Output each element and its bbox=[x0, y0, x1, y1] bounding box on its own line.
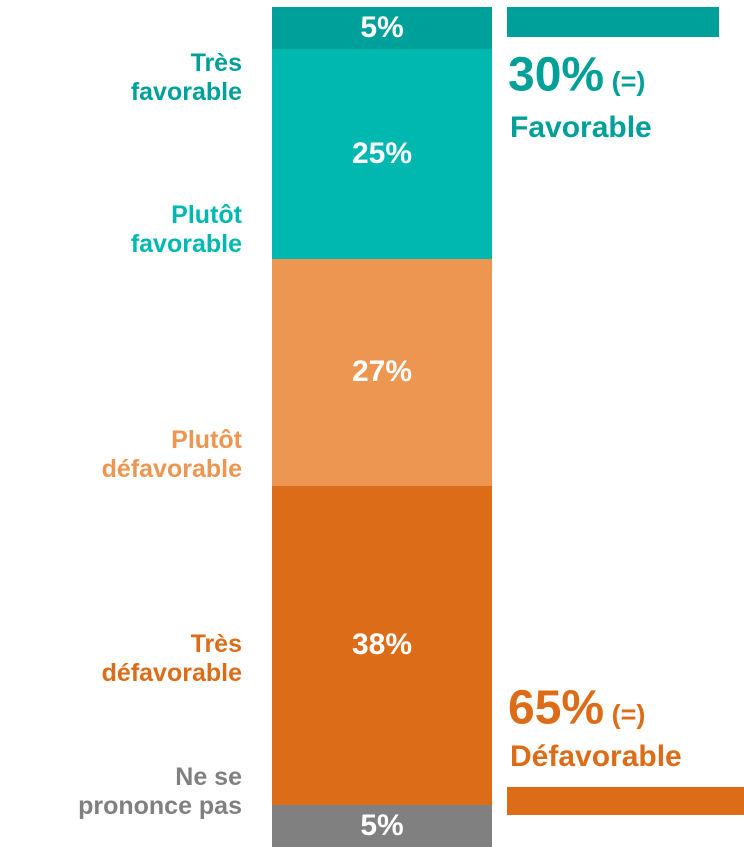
bar-segment bbox=[272, 259, 492, 486]
annotation-value: 30% bbox=[508, 48, 605, 102]
value-label: 27% bbox=[351, 355, 413, 389]
value-label: 5% bbox=[360, 11, 404, 44]
bar-segment bbox=[272, 7, 492, 49]
value-label: 25% bbox=[351, 137, 413, 170]
annotation-total: 30% (=) bbox=[508, 48, 645, 103]
value-label: 5% bbox=[360, 809, 404, 842]
bar-segment bbox=[272, 49, 492, 259]
segment-label: Très défavorable bbox=[101, 630, 242, 688]
segment-label: Ne se prononce pas bbox=[78, 763, 242, 820]
segment-label: Très favorable bbox=[130, 49, 242, 106]
annotation-label: Favorable bbox=[510, 111, 652, 144]
segment-label: Plutôt favorable bbox=[130, 201, 242, 258]
annotation-value: 65% bbox=[508, 681, 605, 735]
bar-segment bbox=[272, 805, 492, 847]
annotation-total: 65% (=) bbox=[508, 681, 645, 736]
bar-segment bbox=[272, 485, 492, 805]
annotation-note: (=) bbox=[604, 699, 646, 730]
annotation-label: Défavorable bbox=[510, 740, 682, 773]
annotation-note: (=) bbox=[604, 66, 646, 97]
annotation-bar bbox=[507, 787, 744, 815]
value-label: 38% bbox=[351, 628, 413, 662]
annotation-bar bbox=[507, 7, 719, 37]
segment-label: Plutôt défavorable bbox=[101, 426, 242, 484]
